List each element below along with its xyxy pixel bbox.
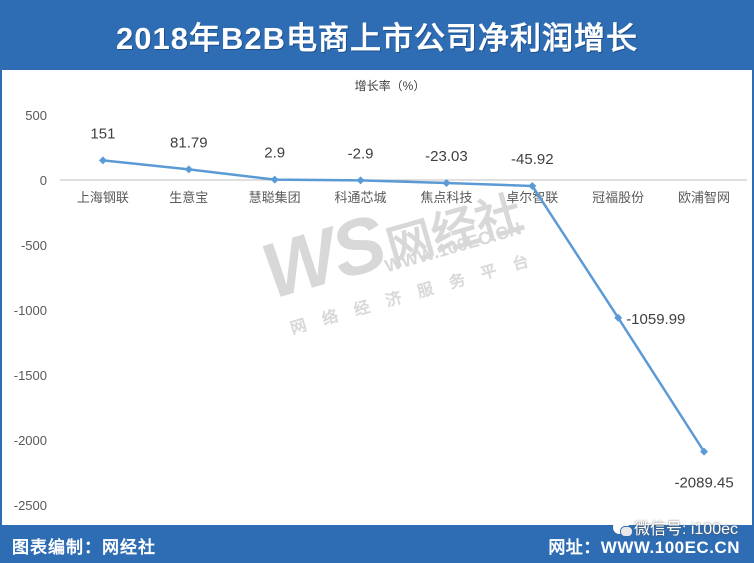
data-label: 2.9: [264, 145, 285, 162]
data-label: 151: [90, 125, 115, 142]
data-point: [270, 175, 279, 184]
data-label: 81.79: [170, 134, 208, 151]
data-point: [442, 178, 451, 187]
data-label: -23.03: [425, 148, 468, 165]
x-tick-label: 焦点科技: [420, 190, 472, 205]
series-line: [102, 159, 706, 453]
y-axis-title: 增长率（%）: [355, 78, 426, 93]
x-tick-label: 卓尔智联: [506, 190, 558, 205]
data-point: [700, 447, 709, 456]
data-label: -2089.45: [674, 475, 733, 492]
plot-area: WS网经社 WWW.100EC.CN 网络经济服务平台 增长率（%） 500 0 -5…: [2, 70, 752, 525]
data-point: [614, 313, 623, 322]
y-tick-label: 500: [25, 108, 47, 123]
wechat-id: 微信号: i100ec: [633, 521, 738, 538]
y-tick-label: -2000: [14, 433, 47, 448]
chart-title: 2018年B2B电商上市公司净利润增长: [116, 20, 638, 56]
data-point: [184, 165, 193, 174]
x-tick-label: 上海钢联: [77, 190, 129, 205]
data-point: [98, 156, 107, 165]
title-bar: 2018年B2B电商上市公司净利润增长: [0, 0, 754, 70]
wechat-icon: [612, 520, 633, 537]
x-tick-label: 生意宝: [169, 190, 208, 205]
data-label: -45.92: [511, 151, 554, 168]
x-tick-label: 科通芯城: [335, 190, 387, 205]
x-tick-label: 慧聪集团: [249, 190, 301, 205]
line-chart: 增长率（%） 500 0 -500 -1000 -1500 -2000 -2500 上海钢联 生意…: [14, 78, 747, 513]
wechat-badge: 微信号: i100ec: [612, 515, 738, 539]
footer-credit: 图表编制：网经社: [12, 538, 156, 557]
data-point: [528, 181, 537, 190]
y-tick-label: 0: [40, 173, 47, 188]
data-point: [356, 176, 365, 185]
footer-website: 网址：WWW.100EC.CN: [548, 538, 740, 557]
y-tick-label: -2500: [14, 498, 47, 513]
x-tick-label: 欧浦智网: [678, 190, 730, 205]
x-tick-label: 冠福股份: [592, 190, 644, 205]
y-tick-label: -1500: [14, 368, 47, 383]
data-label: -2.9: [348, 145, 374, 162]
y-tick-label: -500: [21, 238, 47, 253]
y-tick-label: -1000: [14, 303, 47, 318]
data-label: -1059.99: [626, 311, 685, 328]
